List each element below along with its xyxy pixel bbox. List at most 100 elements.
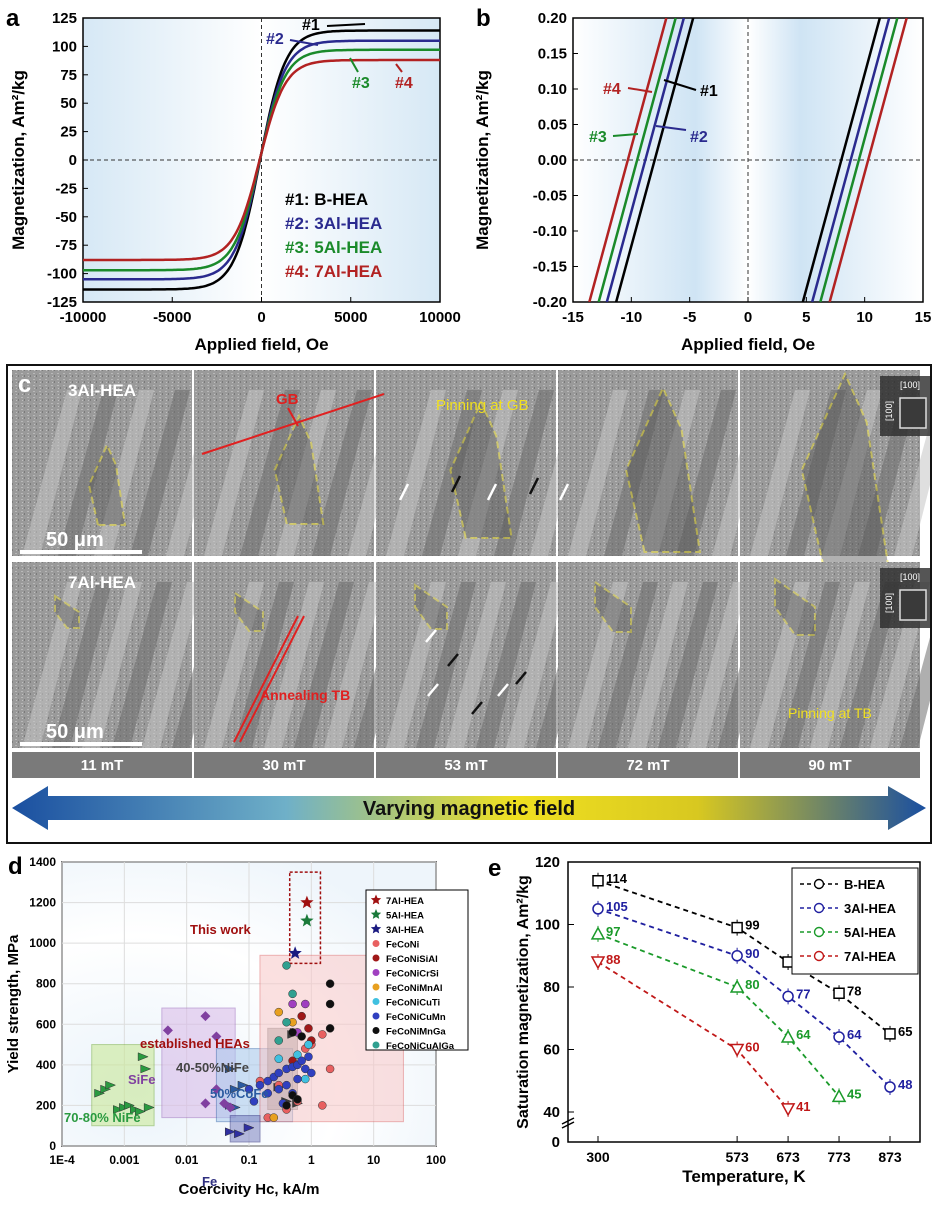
chart-a: -125 -100 -75 -50 -25 0 25 50 75 100 125 -10000 -500… [6,5,461,354]
gb-arrow [287,407,299,427]
field-label: 11 mT [81,757,124,774]
series-line-3 [819,18,899,302]
row-label-3al: 3Al-HEA [68,381,136,400]
panel-label-e: e [488,855,501,882]
data-marker [731,921,743,934]
ref-point [162,1025,173,1036]
data-label: 77 [796,986,810,1001]
x-tick-label: -5 [683,309,696,326]
data-point [244,1084,254,1094]
data-point [282,1080,291,1090]
field-label-box [740,752,920,778]
y-tick-label: 1000 [29,936,56,950]
magnetic-field-arrow [12,786,926,830]
ref-point [134,1107,146,1116]
data-label: 97 [606,924,620,939]
y-tick-label: 0 [69,152,77,169]
annotation-arrow-2 [655,125,687,131]
domain-band [386,582,446,748]
field-label: 30 mT [262,757,305,774]
data-point [304,1040,313,1049]
label-established-heas: established HEAs [140,1036,250,1051]
annotation-arrow-4 [627,87,653,93]
panel-label-b: b [476,5,491,32]
data-label: 41 [796,1099,810,1114]
x-axis-label: Applied field, Oe [194,335,328,354]
ref-point [243,1123,255,1133]
domain-band [568,390,628,556]
x-tick-label: 5000 [334,309,367,326]
data-label: 65 [898,1024,912,1039]
y-tick-label: -75 [55,237,77,254]
ref-point [219,1098,230,1109]
data-marker [590,926,606,940]
domain-band [458,390,518,556]
panel-label-a: a [6,5,20,32]
domain-band [240,390,300,556]
x-axis-label: Temperature, K [682,1167,806,1186]
legend-marker [370,894,382,905]
annotation-arrow-1 [326,23,366,27]
pinning-tb-label: Pinning at TB [788,705,872,721]
panel-e: 0 40 60 80 100 120 300 573 673 773 873 Temperature,… [470,850,934,1205]
data-label: 64 [847,1027,862,1042]
panel-label-c: c [18,371,31,398]
y-axis-label: Magnetization, Am²/kg [9,70,28,250]
domain-band [750,582,810,748]
domain-band [234,582,294,748]
data-point [249,1097,259,1106]
data-marker [592,903,604,915]
y-tick-label: 40 [543,1104,560,1121]
domain-band [94,390,154,556]
y-tick-label: 0 [49,1139,56,1153]
data-marker [780,1029,796,1043]
data-label: 114 [606,871,628,886]
annotation-arrow-3 [349,57,359,73]
annotation-arrow-2 [289,39,319,46]
ref-point [225,1102,236,1113]
grain-boundary-line [201,393,385,455]
domain-band [324,582,384,748]
legend-label: FeCoNiCrSi [386,969,439,980]
inset-crystal [899,589,927,621]
legend-label: FeCoNiMnAl [386,983,442,994]
y-tick-label: 1200 [29,896,56,910]
data-point [274,1007,283,1017]
data-point [300,913,314,927]
ref-point [237,1080,249,1090]
y-tick-label: 60 [543,1042,560,1059]
legend-marker [813,926,825,938]
y-axis-label: Saturation magnetization, Am²/kg [515,875,532,1129]
y-tick-label: 120 [535,854,560,871]
y-tick-label: 0.10 [538,81,567,98]
domain-arrow [427,683,439,697]
data-point [293,1050,302,1059]
domain-band [386,390,446,556]
annotation-1: #1 [302,17,320,34]
ref-point [211,1084,222,1095]
annotation-arrow-4 [395,63,403,73]
data-marker [592,875,604,887]
data-point [307,1068,316,1078]
data-point [269,1113,279,1122]
ref-point [140,1064,152,1074]
series-line-4 [828,18,908,302]
data-point [255,1080,265,1090]
x-tick-label: 300 [586,1149,610,1165]
legend-label: 7Al-HEA [386,896,424,907]
annotation-2: #2 [690,129,708,146]
x-tick-label: 10 [856,309,873,326]
y-tick-label: 200 [36,1098,56,1112]
annotation-3: #3 [352,75,370,92]
ref-point [234,1129,246,1139]
label-nife-70-80: 70-80% NiFe [64,1110,141,1125]
domain-arrow [471,701,483,715]
data-point [301,1064,310,1074]
field-label-box [12,752,192,778]
domain-band [204,390,264,556]
label-nife-40-50: 40-50%NiFe [176,1060,249,1075]
chart-b: -0.20 -0.15 -0.10 -0.05 0.00 0.05 0.10 0.15 0.20… [473,5,931,354]
data-point [282,1018,291,1027]
y-tick-label: -0.15 [533,259,567,276]
y-tick-label: 125 [52,10,77,27]
